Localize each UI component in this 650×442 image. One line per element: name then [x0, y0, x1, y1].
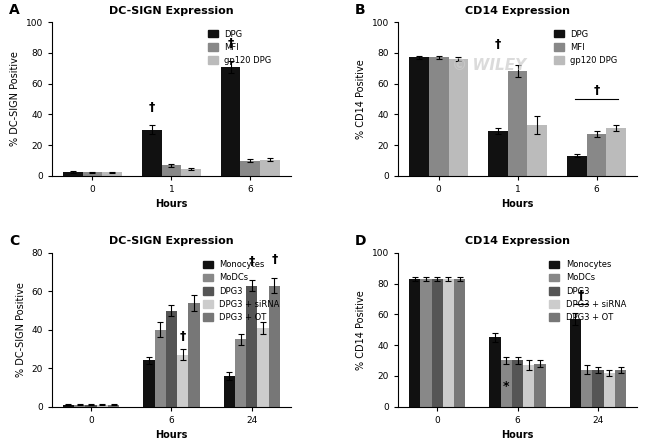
Text: †: † — [249, 255, 255, 268]
Bar — [97, 405, 108, 407]
Text: © WILEY: © WILEY — [452, 57, 526, 72]
X-axis label: Hours: Hours — [155, 199, 188, 210]
Bar — [108, 405, 119, 407]
Legend: Monocytes, MoDCs, DPG3, DPG3 + siRNA, DPG3 + OT: Monocytes, MoDCs, DPG3, DPG3 + siRNA, DP… — [545, 257, 629, 325]
Bar — [177, 355, 188, 407]
Text: †: † — [179, 330, 186, 343]
Bar — [567, 156, 587, 176]
Bar — [592, 370, 604, 407]
Bar — [448, 59, 468, 176]
Bar — [268, 286, 280, 407]
Bar — [83, 172, 102, 176]
Text: †: † — [495, 38, 501, 51]
Bar — [63, 172, 83, 176]
Bar — [581, 370, 592, 407]
Bar — [528, 125, 547, 176]
Y-axis label: % CD14 Positive: % CD14 Positive — [356, 290, 367, 370]
Bar — [143, 361, 155, 407]
Bar — [235, 339, 246, 407]
Bar — [443, 279, 454, 407]
Bar — [604, 373, 615, 407]
Text: †: † — [227, 37, 234, 50]
Bar — [488, 131, 508, 176]
Bar — [224, 376, 235, 407]
Bar — [240, 160, 260, 176]
Text: †: † — [149, 101, 155, 114]
Bar — [74, 405, 85, 407]
Bar — [615, 370, 626, 407]
Bar — [409, 57, 429, 176]
X-axis label: Hours: Hours — [501, 430, 534, 440]
Bar — [432, 279, 443, 407]
Bar — [221, 67, 240, 176]
Bar — [142, 130, 161, 176]
Bar — [489, 337, 500, 407]
Legend: DPG, MFI, gp120 DPG: DPG, MFI, gp120 DPG — [204, 26, 275, 68]
Bar — [534, 364, 546, 407]
Bar — [454, 279, 465, 407]
Y-axis label: % DC-SIGN Positive: % DC-SIGN Positive — [10, 52, 20, 146]
Bar — [421, 279, 432, 407]
Bar — [512, 361, 523, 407]
Bar — [260, 160, 280, 176]
Title: DC-SIGN Expression: DC-SIGN Expression — [109, 236, 234, 247]
Bar — [606, 128, 626, 176]
Y-axis label: % DC-SIGN Positive: % DC-SIGN Positive — [16, 282, 26, 377]
Text: D: D — [356, 234, 367, 248]
Bar — [500, 361, 512, 407]
Text: B: B — [356, 4, 366, 17]
Bar — [181, 169, 201, 176]
Bar — [63, 405, 74, 407]
Bar — [523, 365, 534, 407]
Text: †: † — [578, 289, 584, 302]
Bar — [85, 405, 97, 407]
Bar — [102, 172, 122, 176]
Bar — [429, 57, 448, 176]
Text: A: A — [9, 4, 20, 17]
Title: CD14 Expression: CD14 Expression — [465, 236, 570, 247]
Bar — [161, 165, 181, 176]
Bar — [508, 71, 528, 176]
Text: *: * — [503, 380, 510, 393]
Bar — [409, 279, 421, 407]
Bar — [570, 319, 581, 407]
Y-axis label: % CD14 Positive: % CD14 Positive — [356, 59, 367, 139]
Bar — [166, 310, 177, 407]
Legend: DPG, MFI, gp120 DPG: DPG, MFI, gp120 DPG — [551, 26, 621, 68]
Bar — [188, 303, 200, 407]
X-axis label: Hours: Hours — [501, 199, 534, 210]
Bar — [257, 328, 268, 407]
Text: C: C — [9, 234, 20, 248]
Title: DC-SIGN Expression: DC-SIGN Expression — [109, 6, 234, 16]
Title: CD14 Expression: CD14 Expression — [465, 6, 570, 16]
Bar — [587, 134, 606, 176]
X-axis label: Hours: Hours — [155, 430, 188, 440]
Bar — [155, 330, 166, 407]
Text: †: † — [593, 84, 600, 98]
Text: †: † — [271, 253, 278, 266]
Bar — [246, 286, 257, 407]
Legend: Monocytes, MoDCs, DPG3, DPG3 + siRNA, DPG3 + OT: Monocytes, MoDCs, DPG3, DPG3 + siRNA, DP… — [200, 257, 283, 325]
